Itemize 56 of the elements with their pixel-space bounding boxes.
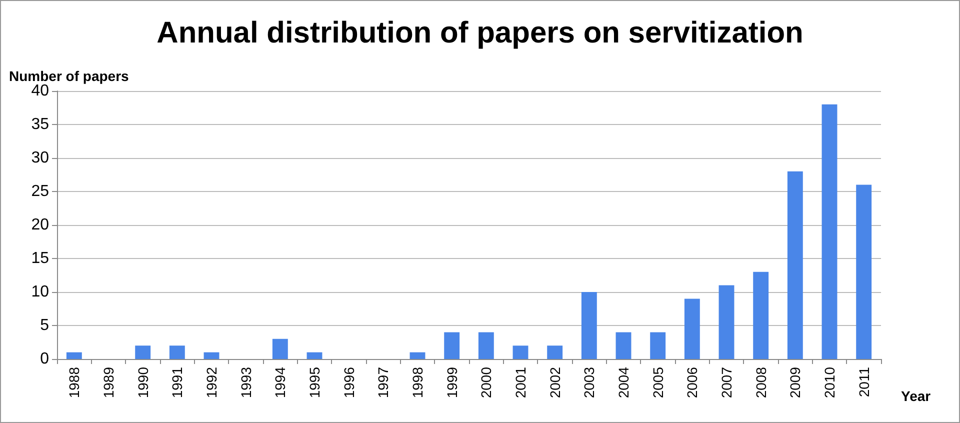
bar bbox=[650, 332, 666, 359]
bar bbox=[753, 272, 769, 359]
bar bbox=[547, 346, 563, 359]
x-tick-label: 1991 bbox=[169, 366, 186, 398]
x-tick-label: 2007 bbox=[718, 366, 734, 398]
bar bbox=[204, 352, 220, 359]
bar bbox=[616, 332, 632, 359]
y-tick-label: 15 bbox=[31, 250, 50, 267]
x-tick-label: 2009 bbox=[787, 366, 804, 398]
bar bbox=[787, 171, 803, 359]
x-tick-label: 2001 bbox=[512, 366, 528, 398]
x-tick-label: 2003 bbox=[581, 366, 598, 398]
y-tick-label: 35 bbox=[31, 116, 50, 133]
x-tick-label: 1996 bbox=[340, 366, 357, 398]
x-tick-label: 1999 bbox=[444, 366, 460, 398]
x-tick-label: 1998 bbox=[410, 366, 426, 398]
bar bbox=[512, 346, 528, 359]
x-tick-label: 2004 bbox=[616, 366, 632, 398]
x-tick-label: 1988 bbox=[66, 366, 82, 398]
bar bbox=[135, 346, 151, 359]
bar bbox=[410, 352, 426, 359]
y-axis-title: Number of papers bbox=[9, 68, 130, 84]
bar bbox=[478, 332, 494, 359]
x-axis-title: Year bbox=[901, 388, 932, 404]
chart-title: Annual distribution of papers on servitization bbox=[156, 16, 804, 50]
bar bbox=[169, 346, 185, 359]
x-tick-label: 2000 bbox=[478, 366, 494, 398]
bar bbox=[684, 298, 700, 359]
x-tick-label: 1989 bbox=[100, 366, 116, 398]
y-tick-label: 0 bbox=[40, 350, 50, 368]
bar bbox=[581, 292, 597, 359]
x-tick-label: 1992 bbox=[204, 366, 220, 398]
bar bbox=[856, 184, 872, 359]
y-tick-label: 30 bbox=[31, 150, 50, 166]
x-tick-label: 2005 bbox=[650, 366, 666, 398]
bar bbox=[306, 352, 322, 359]
y-tick-label: 10 bbox=[31, 284, 50, 300]
bar bbox=[444, 332, 460, 359]
bar bbox=[66, 352, 82, 359]
x-tick-label: 1995 bbox=[306, 366, 322, 398]
x-tick-label: 1990 bbox=[134, 366, 151, 398]
x-tick-label: 2008 bbox=[752, 366, 769, 398]
x-tick-label: 1994 bbox=[272, 366, 288, 398]
x-tick-label: 2010 bbox=[822, 366, 838, 398]
y-tick-label: 20 bbox=[31, 216, 50, 234]
bar bbox=[822, 104, 838, 359]
bar bbox=[718, 285, 734, 359]
x-tick-label: 1993 bbox=[238, 366, 254, 398]
x-tick-label: 2002 bbox=[546, 366, 563, 398]
bar bbox=[272, 338, 288, 359]
x-tick-label: 1997 bbox=[375, 366, 392, 398]
y-tick-label: 25 bbox=[31, 183, 50, 200]
x-tick-label: 2006 bbox=[684, 366, 700, 398]
x-tick-label: 2011 bbox=[856, 366, 872, 398]
y-tick-label: 40 bbox=[31, 82, 50, 100]
y-tick-label: 5 bbox=[40, 317, 50, 334]
